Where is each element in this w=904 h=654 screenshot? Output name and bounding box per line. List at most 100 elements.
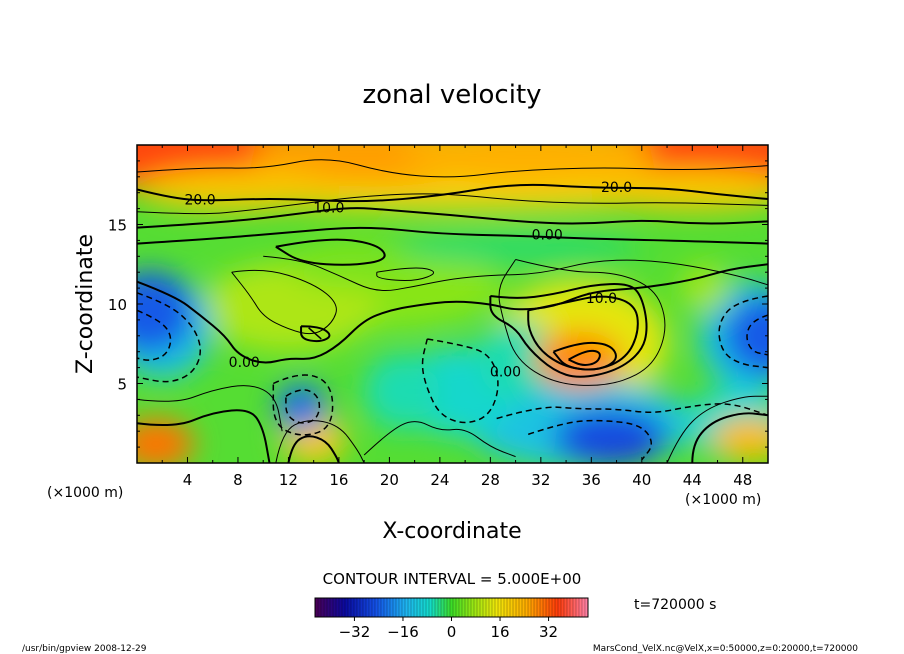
contour-line [376,267,435,282]
contour-line [137,226,768,245]
field-blob [137,168,339,211]
x-axis-unit-right: (×1000 m) [685,492,761,508]
colorbar-cell [579,598,583,617]
colorbar-cell [453,598,457,617]
contour-line [489,283,648,378]
colorbar-cell [555,598,559,617]
field-blob [723,296,768,376]
colorbar-cell [429,598,433,617]
colorbar-cell [519,598,523,617]
field-blob [137,270,194,354]
colorbar-cell [435,598,439,617]
contour-line [552,341,617,371]
colorbar-cell [444,598,448,617]
contour-label: 20.0 [601,180,632,196]
colorbar-cell [504,598,508,617]
x-tick-label: 36 [582,471,601,489]
y-tick-label: 5 [117,376,127,394]
colorbar-cell [450,598,454,617]
colorbar-cell [378,598,382,617]
colorbar-cell [342,598,346,617]
colorbar-cell [471,598,475,617]
footer-left: /usr/bin/gpview 2008-12-29 [22,644,147,654]
contour-label: 10.0 [313,201,344,217]
contour-labels: 20.0 20.0 10.0 0.00 10.0 0.00 0.00 [185,180,633,380]
field-blob [364,353,440,430]
x-tick-label: 4 [183,471,193,489]
x-axis-unit-left: (×1000 m) [47,485,123,501]
colorbar [314,598,589,617]
colorbar-cell [501,598,505,617]
contour-line [363,421,516,458]
contour-line [666,395,768,463]
time-label: t=720000 s [634,597,716,613]
colorbar-cell [510,598,514,617]
colorbar-cell [333,598,337,617]
x-axis-ticks: 4 8 12 16 20 24 28 32 36 40 44 48 [161,145,752,489]
contour-line [137,159,768,178]
colorbar-cell [465,598,469,617]
field-blob [679,264,731,312]
colorbar-cell [327,598,331,617]
contour-line [137,207,768,229]
contour-line [691,412,768,463]
colorbar-cell [339,598,343,617]
field-blob [534,331,623,389]
colorbar-cell [561,598,565,617]
colorbar-cell [438,598,442,617]
contour-label: 0.00 [229,355,260,371]
colorbar-cell [489,598,493,617]
contour-line [421,338,499,424]
colorbar-cell [534,598,538,617]
colorbar-cell [417,598,421,617]
colorbar-cell [582,598,586,617]
colorbar-cell [381,598,385,617]
contour-line [263,255,768,292]
colorbar-cell [387,598,391,617]
contour-line [137,309,172,361]
colorbar-cell [486,598,490,617]
colorbar-cell [402,598,406,617]
colorbar-tick-label: −32 [339,623,371,641]
colorbar-cell [498,598,502,617]
contour-label: 0.00 [490,364,521,380]
colorbar-cell [423,598,427,617]
contour-line [137,193,768,215]
colorbar-cell [351,598,355,617]
colorbar-tick-label: 32 [539,623,558,641]
contour-line [137,409,271,463]
contour-line [137,263,768,364]
colorbar-cell [420,598,424,617]
x-tick-label: 16 [329,471,348,489]
colorbar-cell [540,598,544,617]
colorbar-cell [375,598,379,617]
colorbar-cell [477,598,481,617]
colorbar-tick-label: −16 [387,623,419,641]
colorbar-cell [336,598,340,617]
x-tick-label: 48 [733,471,752,489]
x-tick-label: 28 [481,471,500,489]
colorbar-cell [348,598,352,617]
colorbar-ticks: −32 −16 0 16 32 [339,617,558,641]
colorbar-cell [315,598,319,617]
chart-title: zonal velocity [362,80,541,110]
colorbar-cell [480,598,484,617]
colorbar-cell [522,598,526,617]
contour-line [718,295,768,369]
contour-line [137,183,768,203]
colorbar-cell [456,598,460,617]
contour-label: 10.0 [586,291,617,307]
contour-line [308,327,322,340]
contour-line [300,325,331,343]
contour-line [285,389,321,424]
colorbar-cell [324,598,328,617]
contour-line [527,295,639,371]
x-tick-label: 8 [233,471,243,489]
footer-right: MarsCond_VelX.nc@VelX,x=0:50000,z=0:2000… [593,644,858,654]
colorbar-cell [441,598,445,617]
plot-area [137,145,768,463]
colorbar-cell [564,598,568,617]
colorbar-cell [552,598,556,617]
x-tick-label: 12 [279,471,298,489]
